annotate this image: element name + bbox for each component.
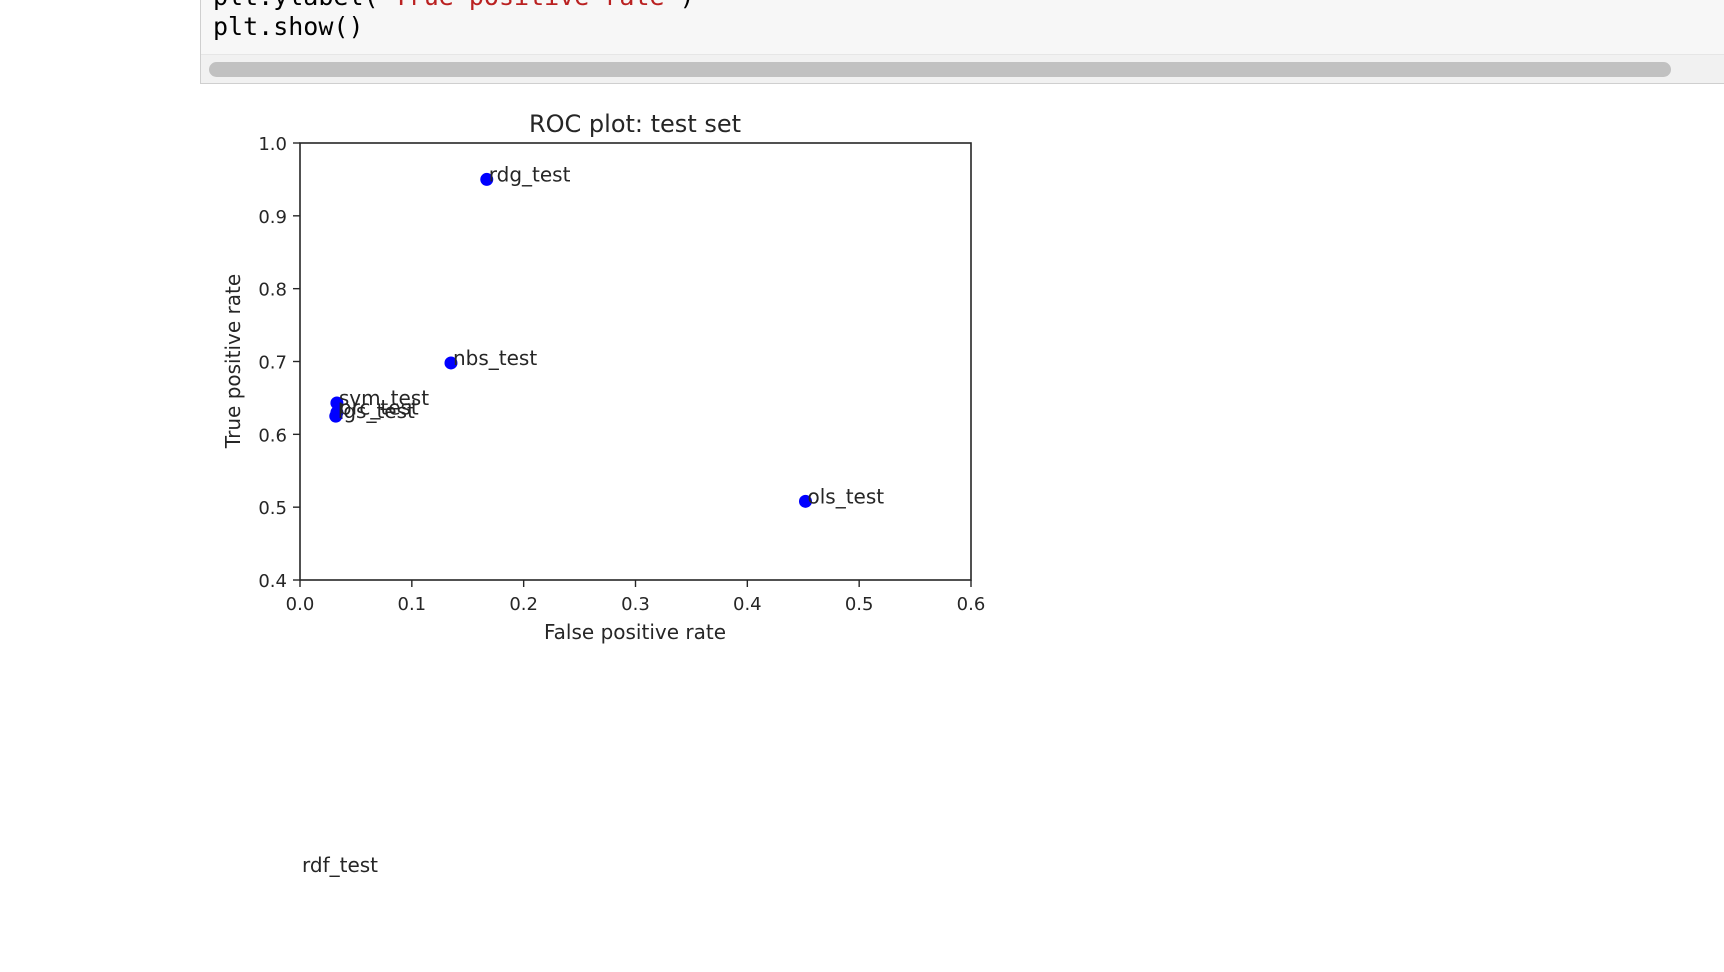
x-tick-label: 0.2	[509, 594, 538, 615]
code-cell[interactable]: plt.ylabel('True positive rate') plt.sho…	[200, 0, 1724, 84]
plot-area	[299, 142, 972, 581]
point-label: rdg_test	[489, 162, 571, 186]
x-tick-label: 0.6	[957, 594, 986, 615]
data-point	[330, 396, 344, 410]
point-label: nbs_test	[453, 346, 537, 370]
data-point	[480, 172, 494, 186]
x-tick-label: 0.4	[733, 594, 762, 615]
scrollbar-thumb[interactable]	[209, 62, 1671, 77]
x-tick-label: 0.3	[621, 594, 650, 615]
y-tick-label: 0.5	[258, 498, 287, 519]
y-tick-label: 0.9	[258, 207, 287, 228]
code-text: plt.ylabel(	[213, 0, 379, 11]
point-label: svm_test	[339, 386, 429, 410]
code-text: )	[680, 0, 695, 11]
horizontal-scrollbar[interactable]	[201, 54, 1724, 83]
chart-title: ROC plot: test set	[529, 110, 741, 138]
y-tick-label: 0.7	[258, 353, 287, 374]
y-tick-label: 0.4	[258, 571, 287, 592]
y-tick-label: 0.8	[258, 280, 287, 301]
data-point	[329, 409, 343, 423]
point-label: ols_test	[807, 484, 884, 508]
point-label: lgs_test	[338, 399, 415, 423]
code-line-show: plt.show()	[213, 12, 364, 41]
data-point	[444, 356, 458, 370]
x-tick-label: 0.1	[398, 594, 427, 615]
y-tick-label: 1.0	[258, 134, 287, 155]
point-label-rdf-test: rdf_test	[302, 853, 379, 877]
data-points: rdg_test nbs_test svm_testprc_testlgs_test…	[329, 162, 884, 508]
code-string: 'True positive rate'	[379, 0, 680, 11]
point-label: prc_test	[339, 395, 419, 419]
x-axis: 0.0 0.1 0.2 0.3 0.4 0.5 0.6	[286, 580, 986, 615]
x-tick-label: 0.5	[845, 594, 874, 615]
x-tick-label: 0.0	[286, 594, 315, 615]
y-axis-label: True positive rate	[221, 274, 245, 449]
y-tick-label: 0.6	[258, 425, 287, 446]
code-line-ylabel: plt.ylabel('True positive rate')	[213, 0, 695, 12]
data-point	[798, 494, 812, 508]
x-axis-label: False positive rate	[544, 620, 726, 644]
y-axis: 0.4 0.5 0.6 0.7 0.8 0.9 1.0	[258, 134, 300, 592]
